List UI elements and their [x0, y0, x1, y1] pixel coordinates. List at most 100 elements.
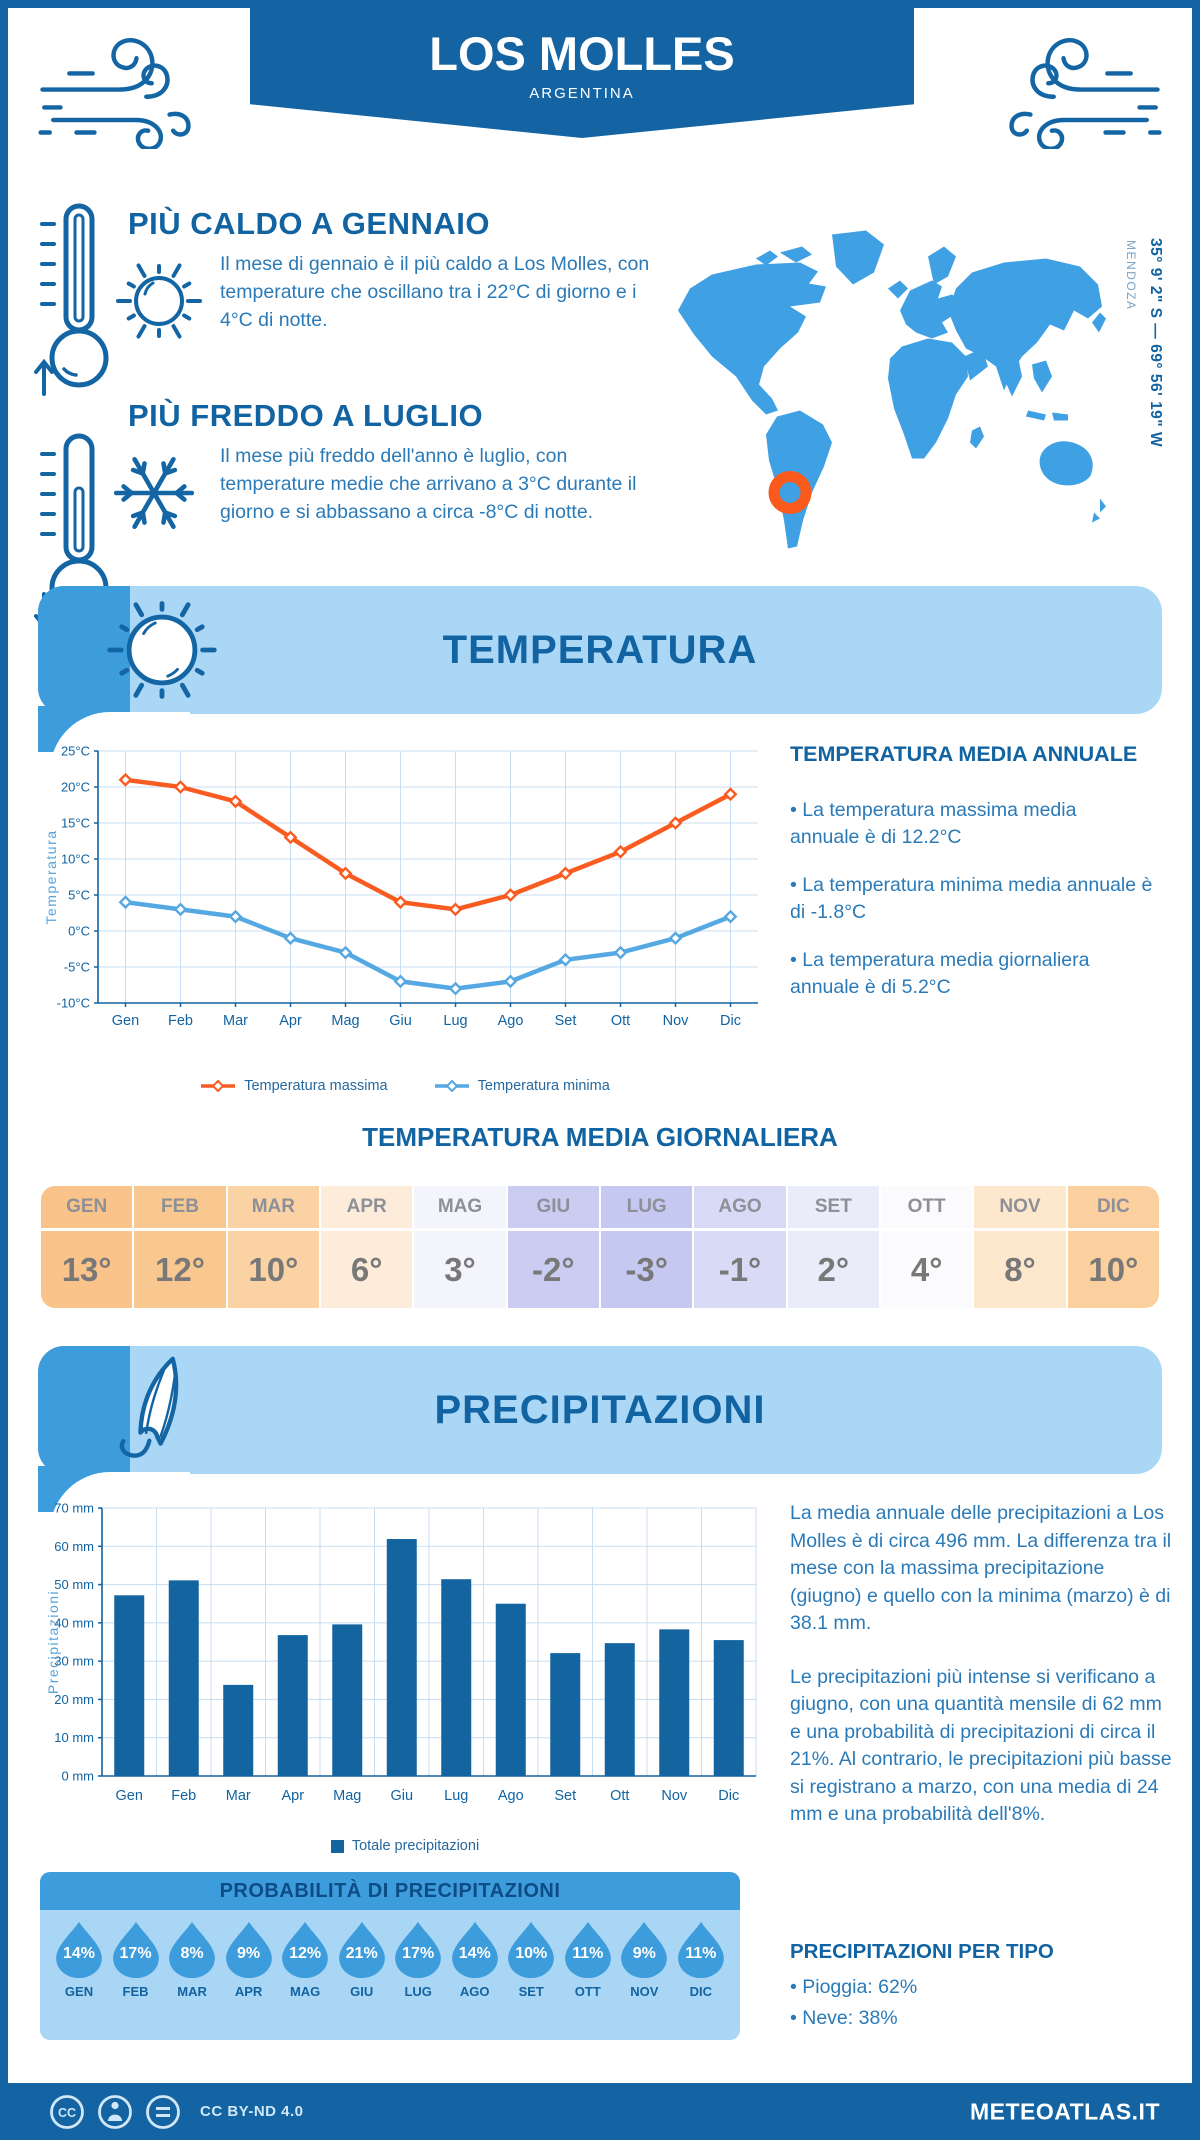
- warm-month-text: Il mese di gennaio è il più caldo a Los …: [220, 253, 650, 331]
- droplet-percentage: 14%: [458, 1945, 491, 1962]
- coordinates-label: 35° 9' 2" S — 69° 56' 19" W: [1147, 238, 1164, 448]
- sun-banner-icon: [107, 601, 217, 699]
- droplet-month-label: MAR: [177, 1984, 207, 1999]
- precipitation-bar-chart: 70 mm 60 mm 50 mm 40 mm 30 mm 20 mm 10 mm 0 mm G…: [40, 1492, 770, 1822]
- droplet-month-label: NOV: [630, 1984, 659, 1999]
- precipitation-paragraph: Le precipitazioni più intense si verific…: [790, 1665, 1172, 1826]
- brand-label: METEOATLAS.IT: [969, 2098, 1160, 2124]
- droplet-month-label: LUG: [404, 1984, 432, 1999]
- page-subtitle: ARGENTINA: [529, 85, 635, 102]
- table-month-header: DIC: [1067, 1186, 1159, 1231]
- sun-icon: [116, 263, 202, 339]
- svg-text:Lug: Lug: [444, 1788, 468, 1804]
- svg-text:Nov: Nov: [661, 1788, 688, 1804]
- probability-droplet: 21% GIU: [337, 1920, 387, 2040]
- precipitation-section-title: PRECIPITAZIONI: [434, 1388, 766, 1432]
- daily-temperature-title: TEMPERATURA MEDIA GIORNALIERA: [362, 1122, 838, 1152]
- table-month-value: 3°: [414, 1231, 506, 1308]
- droplet-percentage: 17%: [402, 1945, 435, 1962]
- legend-item: Totale precipitazioni: [330, 1838, 479, 1854]
- droplet-percentage: 11%: [572, 1945, 604, 1962]
- droplet-month-label: GIU: [350, 1984, 374, 1999]
- svg-text:Precipitazioni: Precipitazioni: [45, 1590, 61, 1694]
- droplet-month-label: OTT: [574, 1984, 601, 1999]
- svg-text:Lug: Lug: [443, 1013, 467, 1029]
- table-month-value: 4°: [881, 1231, 973, 1308]
- table-month-value: -1°: [694, 1231, 786, 1308]
- table-month-header: MAR: [227, 1186, 319, 1231]
- precipitation-probability-panel: PROBABILITÀ DI PRECIPITAZIONI 14% GEN 17% F…: [40, 1872, 740, 2040]
- thermometer-hot-icon: [34, 203, 109, 396]
- table-month-header: LUG: [601, 1186, 693, 1231]
- svg-text:-5°C: -5°C: [64, 960, 90, 975]
- annual-temperature-title: TEMPERATURA MEDIA ANNUALE: [790, 742, 1138, 766]
- svg-text:Dic: Dic: [720, 1013, 741, 1029]
- svg-text:Giu: Giu: [390, 1788, 413, 1804]
- monthly-temperature-table: GEN FEB MAR APR MAG GIU LUG AGO SET OTT NOV DIC 13° 1…: [41, 1186, 1159, 1308]
- precipitation-type-bullet: • Pioggia: 62%: [790, 1976, 918, 1998]
- banner-cap: [38, 1346, 130, 1474]
- table-month-value: 6°: [321, 1231, 413, 1308]
- cc-attribution-icon: [98, 2094, 132, 2129]
- svg-text:Nov: Nov: [663, 1013, 690, 1029]
- svg-text:Dic: Dic: [718, 1788, 739, 1804]
- droplet-month-label: SET: [518, 1984, 544, 1999]
- svg-text:20 mm: 20 mm: [54, 1692, 94, 1707]
- droplet-month-label: GEN: [64, 1984, 94, 1999]
- probability-droplet: 17% LUG: [393, 1920, 443, 2040]
- svg-text:CC: CC: [58, 2106, 76, 2120]
- svg-text:50 mm: 50 mm: [54, 1577, 94, 1592]
- droplet-percentage: 11%: [685, 1945, 717, 1962]
- droplet-percentage: 14%: [62, 1945, 96, 1962]
- svg-text:Mag: Mag: [333, 1788, 361, 1804]
- license-row: CC CC BY-ND 4.0: [48, 2093, 304, 2131]
- droplet-percentage: 9%: [237, 1945, 261, 1962]
- svg-text:Feb: Feb: [171, 1788, 196, 1804]
- cc-icon: CC: [50, 2094, 84, 2129]
- svg-text:-10°C: -10°C: [57, 996, 90, 1011]
- annual-bullet: • La temperatura media giornaliera annua…: [790, 949, 1090, 998]
- table-month-header: GIU: [507, 1186, 599, 1231]
- droplet-month-label: APR: [234, 1984, 263, 1999]
- svg-text:Ago: Ago: [498, 1013, 524, 1029]
- svg-text:70 mm: 70 mm: [54, 1501, 94, 1516]
- droplet-month-label: MAG: [289, 1984, 321, 1999]
- precipitation-section-banner: PRECIPITAZIONI: [38, 1346, 1162, 1532]
- svg-text:30 mm: 30 mm: [54, 1654, 94, 1669]
- probability-title: PROBABILITÀ DI PRECIPITAZIONI: [40, 1872, 740, 1910]
- table-month-header: AGO: [694, 1186, 786, 1231]
- svg-text:Giu: Giu: [389, 1013, 412, 1029]
- table-month-value: 2°: [787, 1231, 879, 1308]
- svg-text:Feb: Feb: [168, 1013, 193, 1029]
- svg-text:Apr: Apr: [281, 1788, 304, 1804]
- probability-droplets-row: 14% GEN 17% FEB 8% MAR 9% APR 12% MAG 21% GIU 17% LUG…: [40, 1910, 740, 2040]
- cc-nd-icon: [146, 2094, 180, 2129]
- droplet-percentage: 8%: [180, 1945, 204, 1962]
- svg-text:Set: Set: [554, 1788, 576, 1804]
- droplet-percentage: 9%: [632, 1945, 656, 1962]
- probability-droplet: 8% MAR: [167, 1920, 217, 2040]
- temperature-chart-legend: Temperatura massima Temperatura minima: [40, 1078, 770, 1094]
- wind-icon: [1009, 38, 1162, 149]
- probability-droplet: 11% DIC: [676, 1920, 726, 2040]
- table-month-value: -2°: [507, 1231, 599, 1308]
- header-banner: LOS MOLLES ARGENTINA: [250, 8, 914, 138]
- page-title: LOS MOLLES: [429, 27, 735, 80]
- svg-text:Temperatura: Temperatura: [43, 829, 59, 924]
- svg-text:Ott: Ott: [610, 1788, 629, 1804]
- precipitation-chart-legend: Totale precipitazioni: [40, 1838, 770, 1854]
- location-marker: [768, 471, 812, 514]
- probability-droplet: 11% OTT: [563, 1920, 613, 2040]
- droplet-month-label: FEB: [122, 1984, 149, 1999]
- probability-droplet: 12% MAG: [280, 1920, 330, 2040]
- probability-droplet: 14% AGO: [450, 1920, 500, 2040]
- annual-temperature-block: TEMPERATURA MEDIA ANNUALE • La temperatu…: [790, 742, 1172, 1022]
- probability-droplet: 17% FEB: [111, 1920, 161, 2040]
- legend-item: Temperatura minima: [434, 1078, 610, 1094]
- probability-droplet: 9% NOV: [619, 1920, 669, 2040]
- svg-text:Mar: Mar: [223, 1013, 248, 1029]
- precipitation-type-bullet: • Neve: 38%: [790, 2007, 898, 2029]
- droplet-percentage: 21%: [345, 1945, 378, 1962]
- svg-text:10°C: 10°C: [61, 852, 90, 867]
